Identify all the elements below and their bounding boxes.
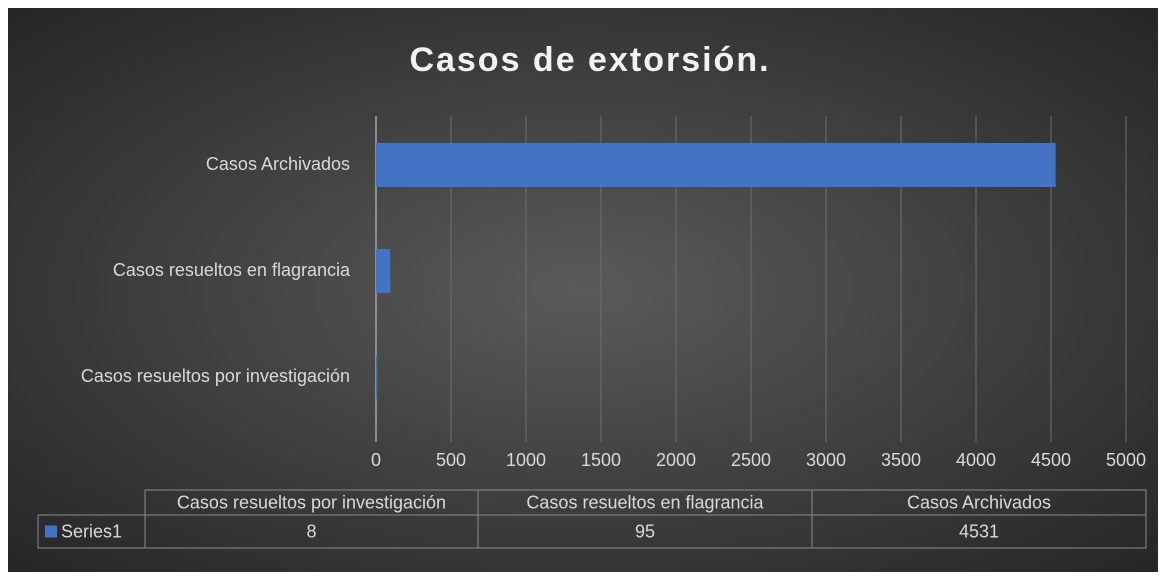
x-tick-label: 1500 xyxy=(581,450,621,470)
x-tick-label: 0 xyxy=(371,450,381,470)
bar xyxy=(376,355,378,399)
legend-label: Series1 xyxy=(61,521,122,541)
table-value: 8 xyxy=(306,521,316,541)
x-tick-label: 2000 xyxy=(656,450,696,470)
bar xyxy=(376,143,1056,187)
y-tick-label: Casos Archivados xyxy=(206,154,350,174)
x-tick-label: 4500 xyxy=(1031,450,1071,470)
table-value: 95 xyxy=(635,521,655,541)
x-tick-label: 3500 xyxy=(881,450,921,470)
x-tick-label: 5000 xyxy=(1106,450,1146,470)
x-tick-label: 3000 xyxy=(806,450,846,470)
legend-swatch xyxy=(45,525,57,538)
y-tick-label: Casos resueltos en flagrancia xyxy=(113,260,351,280)
bar xyxy=(376,249,391,293)
x-tick-label: 500 xyxy=(436,450,466,470)
table-cell xyxy=(811,514,1147,549)
table-value: 4531 xyxy=(959,521,999,541)
table-header: Casos Archivados xyxy=(907,492,1051,512)
x-tick-label: 2500 xyxy=(731,450,771,470)
table-header: Casos resueltos por investigación xyxy=(177,492,446,512)
chart-background xyxy=(8,8,1158,572)
x-tick-label: 1000 xyxy=(506,450,546,470)
table-header: Casos resueltos en flagrancia xyxy=(526,492,764,512)
chart-title: Casos de extorsión. xyxy=(409,41,770,79)
x-tick-label: 4000 xyxy=(956,450,996,470)
y-tick-label: Casos resueltos por investigación xyxy=(81,366,350,386)
